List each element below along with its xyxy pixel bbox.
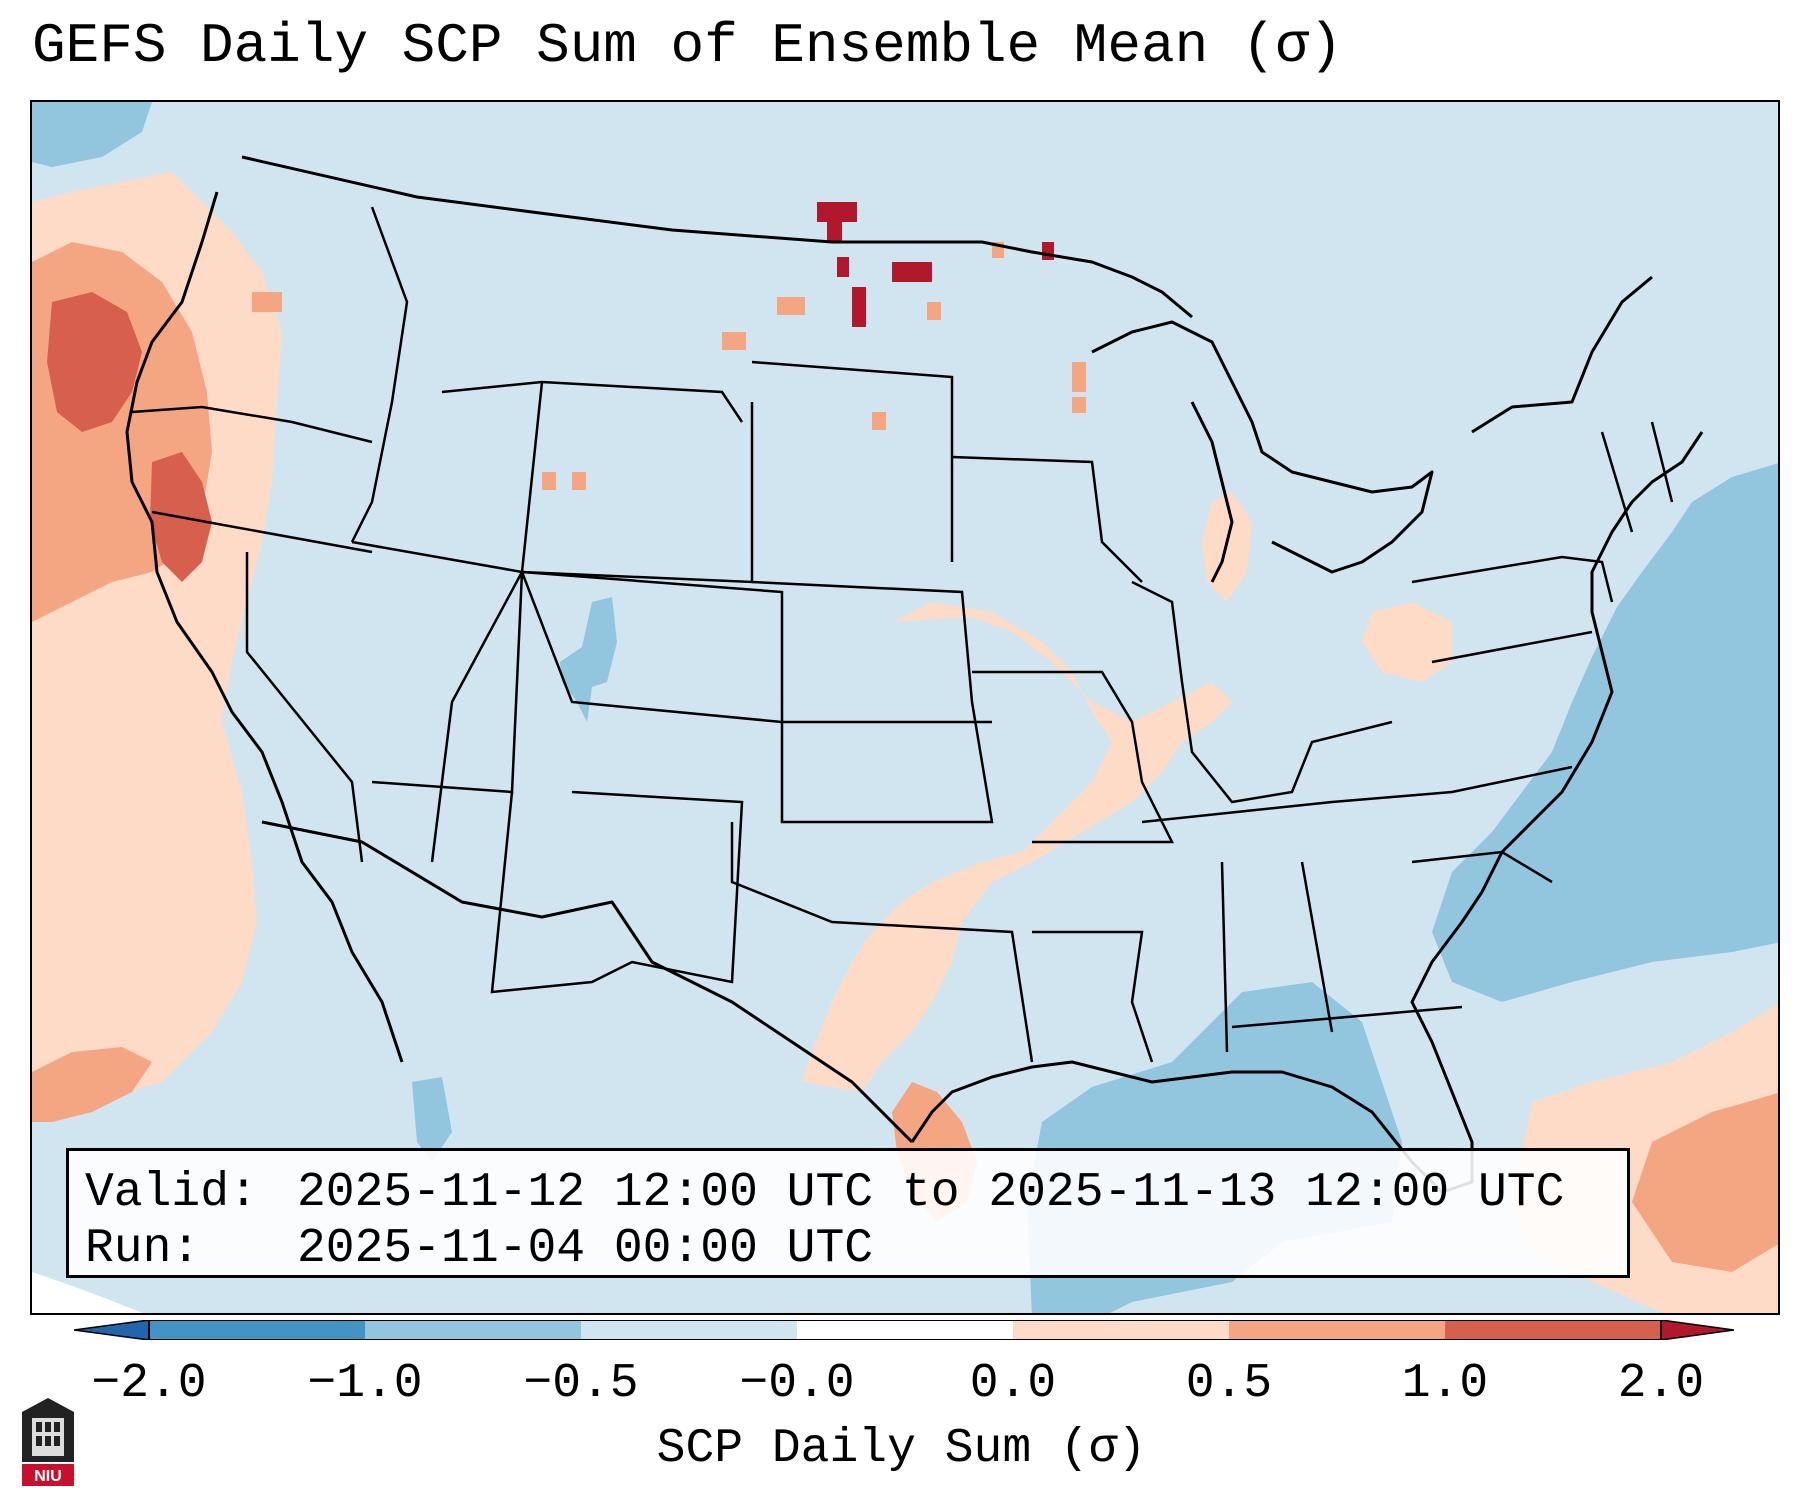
colorbar-extend-high xyxy=(1660,1320,1734,1340)
colorbar-segment-0 xyxy=(149,1320,365,1340)
al-ga-fl xyxy=(1220,861,1463,1053)
sigma-region-scattered-moderate xyxy=(252,242,1086,490)
state-boundaries xyxy=(131,206,1674,1063)
map-svg xyxy=(32,102,1778,1313)
wa-or-border xyxy=(131,405,373,444)
colorbar-outline xyxy=(148,1320,1662,1340)
colorbar-label: SCP Daily Sum (σ) xyxy=(656,1422,1147,1476)
new-england xyxy=(1600,421,1674,533)
colorbar-segment-1 xyxy=(365,1320,581,1340)
or-nv-border xyxy=(151,510,373,554)
wy-box xyxy=(520,381,754,584)
sigma-region-mexico-negative xyxy=(412,1077,452,1162)
sigma-region-atlantic-negative xyxy=(1432,463,1778,1002)
valid-value: 2025-11-12 12:00 UTC to 2025-11-13 12:00… xyxy=(297,1166,1565,1220)
east-coast xyxy=(1480,431,1704,893)
run-row: Run: 2025-11-04 00:00 UTC xyxy=(85,1221,1611,1277)
colorbar-segment-2 xyxy=(581,1320,797,1340)
sigma-region-norcal-strong xyxy=(47,292,142,432)
west-coast xyxy=(125,191,404,1063)
sigma-region-colorado-negative xyxy=(560,597,617,722)
sigma-region-baja-moderate xyxy=(32,1047,152,1122)
colorbar-tick: 0.5 xyxy=(1185,1357,1273,1411)
colorbar-tick: 0.0 xyxy=(969,1357,1057,1411)
colorbar-segment-5 xyxy=(1229,1320,1445,1340)
ne-ks-ok xyxy=(751,580,994,824)
colorbar xyxy=(74,1320,1734,1340)
colorbar-tick: −0.5 xyxy=(523,1357,639,1411)
tx-ok-border xyxy=(730,822,1034,1063)
sigma-region-plains-positive xyxy=(802,602,1232,1092)
map-title: GEFS Daily SCP Sum of Ensemble Mean (σ) xyxy=(32,14,1343,78)
il-in-oh xyxy=(1131,580,1393,804)
colorbar-tick: 2.0 xyxy=(1617,1357,1705,1411)
colorbar-ticks: −2.0 −1.0 −0.5 −0.0 0.0 0.5 1.0 2.0 xyxy=(0,1360,1803,1420)
nv-ut-az xyxy=(351,540,524,863)
colorbar-segment-6 xyxy=(1445,1320,1661,1340)
us-canada-border xyxy=(241,155,1653,434)
run-label: Run: xyxy=(85,1222,201,1276)
colorbar-tick: −2.0 xyxy=(91,1357,207,1411)
mn-ia-border xyxy=(951,455,1143,583)
colorbar-extend-low xyxy=(74,1320,150,1340)
colorbar-segment-4 xyxy=(1013,1320,1229,1340)
la-ms-border xyxy=(1032,930,1154,1063)
ca-nv-border xyxy=(245,552,364,863)
mo-ar-border xyxy=(972,670,1175,844)
colorbar-tick: −1.0 xyxy=(307,1357,423,1411)
map-outlines xyxy=(125,155,1704,1194)
mt-wy-border xyxy=(441,380,744,423)
great-lakes xyxy=(1091,320,1434,583)
sigma-region-nw-corner-negative xyxy=(32,102,152,167)
colorbar-segment-3 xyxy=(797,1320,1013,1340)
pa-ny xyxy=(1411,555,1614,664)
colorbar-tick: −0.0 xyxy=(739,1357,855,1411)
sigma-region-ohio-positive xyxy=(1362,602,1452,682)
sc-nc xyxy=(1411,850,1553,884)
valid-label: Valid: xyxy=(85,1166,258,1220)
nd-sd-border xyxy=(751,360,954,562)
valid-run-info-box: Valid: 2025-11-12 12:00 UTC to 2025-11-13… xyxy=(66,1148,1630,1278)
run-value: 2025-11-04 00:00 UTC xyxy=(297,1222,874,1276)
niu-logo-text: NIU xyxy=(34,1468,62,1485)
sigma-region-caribbean-moderate xyxy=(1632,1093,1778,1272)
mexico-border xyxy=(261,820,914,1144)
ky-tn-border xyxy=(1141,765,1573,824)
colorbar-tick: 1.0 xyxy=(1401,1357,1489,1411)
map-panel xyxy=(30,100,1780,1315)
projection-corner-left xyxy=(32,1272,143,1313)
az-nm-border xyxy=(490,790,744,994)
id-boundary xyxy=(350,206,409,543)
gulf-coast xyxy=(910,891,1484,1194)
niu-logo-icon: NIU xyxy=(22,1398,74,1486)
valid-row: Valid: 2025-11-12 12:00 UTC to 2025-11-13… xyxy=(85,1165,1611,1221)
